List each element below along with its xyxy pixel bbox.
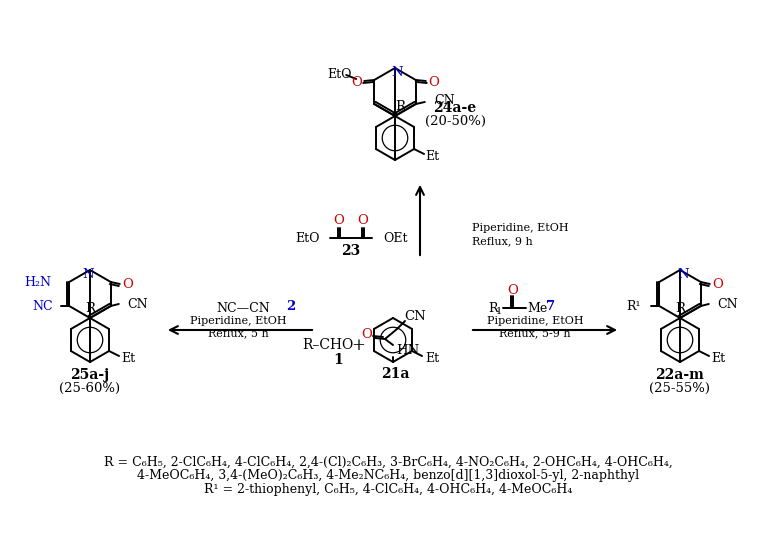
Text: R¹: R¹ [627,300,641,313]
Text: O: O [428,76,439,89]
Text: Reflux, 5-9 h: Reflux, 5-9 h [499,328,571,338]
Text: 7: 7 [546,300,556,313]
Text: EtO: EtO [296,232,320,245]
Text: O: O [358,214,369,228]
Text: CN: CN [717,298,737,311]
Text: Et: Et [425,150,439,163]
Text: 25a-j: 25a-j [71,368,109,382]
Text: 2: 2 [286,300,296,313]
Text: 24a-e: 24a-e [434,101,476,115]
Text: HN: HN [396,344,419,357]
Text: NC: NC [33,300,54,313]
Text: N: N [677,268,689,281]
Text: N: N [391,67,403,80]
Text: (25-55%): (25-55%) [650,381,711,394]
Text: O: O [362,327,372,340]
Text: O: O [351,76,362,89]
Text: R = C₆H₅, 2-ClC₆H₄, 4-ClC₆H₄, 2,4-(Cl)₂C₆H₃, 3-BrC₆H₄, 4-NO₂C₆H₄, 2-OHC₆H₄, 4-OH: R = C₆H₅, 2-ClC₆H₄, 4-ClC₆H₄, 2,4-(Cl)₂C… [104,456,672,469]
Text: Et: Et [711,353,725,366]
Text: Piperidine, EtOH: Piperidine, EtOH [472,223,569,233]
Text: R–CHO: R–CHO [303,338,354,352]
Text: +: + [351,337,365,353]
Text: Me: Me [527,301,547,314]
Text: EtO: EtO [327,68,352,81]
Text: NC—CN: NC—CN [217,301,270,314]
Text: Piperidine, EtOH: Piperidine, EtOH [189,316,286,326]
Text: Reflux, 5 h: Reflux, 5 h [208,328,268,338]
Text: O: O [712,279,723,292]
Text: Et: Et [121,353,135,366]
Text: CN: CN [434,95,455,108]
Text: H₂N: H₂N [24,275,51,288]
Text: Reflux, 9 h: Reflux, 9 h [472,236,533,246]
Text: Et: Et [425,353,439,366]
Text: CN: CN [126,298,147,311]
Text: O: O [508,283,518,296]
Text: R: R [675,301,685,314]
Text: (25-60%): (25-60%) [60,381,120,394]
Text: 1: 1 [496,307,502,315]
Text: R: R [395,100,405,113]
Text: CN: CN [404,309,426,322]
Text: 4-MeOC₆H₄, 3,4-(MeO)₂C₆H₃, 4-Me₂NC₆H₄, benzo[d][1,3]dioxol-5-yl, 2-naphthyl: 4-MeOC₆H₄, 3,4-(MeO)₂C₆H₃, 4-Me₂NC₆H₄, b… [137,470,639,483]
Text: R¹ = 2-thiophenyl, C₆H₅, 4-ClC₆H₄, 4-OHC₆H₄, 4-MeOC₆H₄: R¹ = 2-thiophenyl, C₆H₅, 4-ClC₆H₄, 4-OHC… [204,484,572,497]
Text: 23: 23 [341,244,361,258]
Text: O: O [334,214,345,228]
Text: OEt: OEt [383,232,407,245]
Text: 22a-m: 22a-m [656,368,705,382]
Text: R: R [85,301,95,314]
Text: Piperidine, EtOH: Piperidine, EtOH [487,316,584,326]
Text: R: R [488,301,497,314]
Text: (20-50%): (20-50%) [424,115,486,128]
Text: N: N [82,268,94,281]
Text: 21a: 21a [381,367,409,381]
Text: O: O [123,279,133,292]
Text: 1: 1 [333,353,343,367]
